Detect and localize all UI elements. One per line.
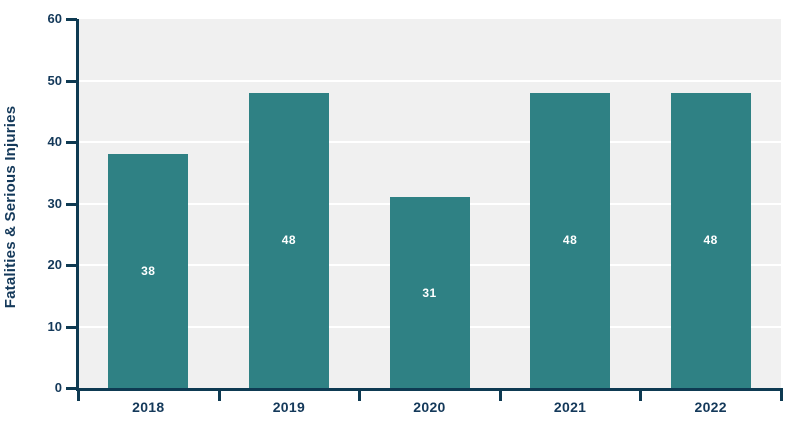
x-tick-3: [498, 388, 502, 401]
x-tick-0: [77, 388, 80, 401]
y-tick-label-10: 10: [47, 318, 62, 334]
y-tick-30: [66, 202, 77, 206]
x-axis-line: [76, 388, 783, 391]
gridline-50: [78, 79, 781, 82]
bar-value-label-2019: 48: [281, 233, 297, 248]
gridline-40: [78, 141, 781, 143]
x-tick-1: [217, 388, 221, 401]
bar-2022: 48: [670, 92, 751, 388]
y-tick-60: [66, 18, 77, 21]
y-tick-50: [66, 79, 77, 83]
y-tick-label-0: 0: [54, 380, 62, 395]
y-tick-10: [66, 325, 77, 329]
y-tick-label-60: 60: [47, 11, 62, 26]
plot-area: 38 48 31 48 48: [78, 19, 781, 388]
y-tick-label-30: 30: [47, 195, 62, 211]
bar-2018: 38: [108, 154, 189, 388]
x-tick-label-2018: 2018: [132, 399, 165, 415]
bar-2021: 48: [530, 92, 611, 388]
x-tick-4: [639, 388, 643, 401]
x-tick-2: [358, 388, 362, 401]
x-tick-label-2022: 2022: [694, 399, 727, 415]
x-tick-5: [780, 388, 783, 401]
bar-2019: 48: [248, 92, 329, 388]
y-tick-40: [66, 141, 77, 144]
y-tick-label-50: 50: [47, 72, 62, 88]
bar-value-label-2018: 38: [141, 264, 156, 279]
x-tick-label-2020: 2020: [413, 399, 446, 415]
bar-2020: 31: [389, 197, 470, 388]
y-axis-line: [76, 19, 79, 391]
x-tick-label-2021: 2021: [553, 399, 587, 415]
bar-value-label-2022: 48: [703, 233, 718, 248]
bar-value-label-2021: 48: [562, 233, 578, 248]
y-tick-label-20: 20: [47, 257, 62, 272]
y-tick-20: [66, 264, 77, 267]
y-tick-0: [66, 387, 77, 390]
y-tick-label-40: 40: [47, 134, 62, 149]
x-tick-label-2019: 2019: [272, 399, 306, 415]
bar-value-label-2020: 31: [422, 285, 437, 300]
